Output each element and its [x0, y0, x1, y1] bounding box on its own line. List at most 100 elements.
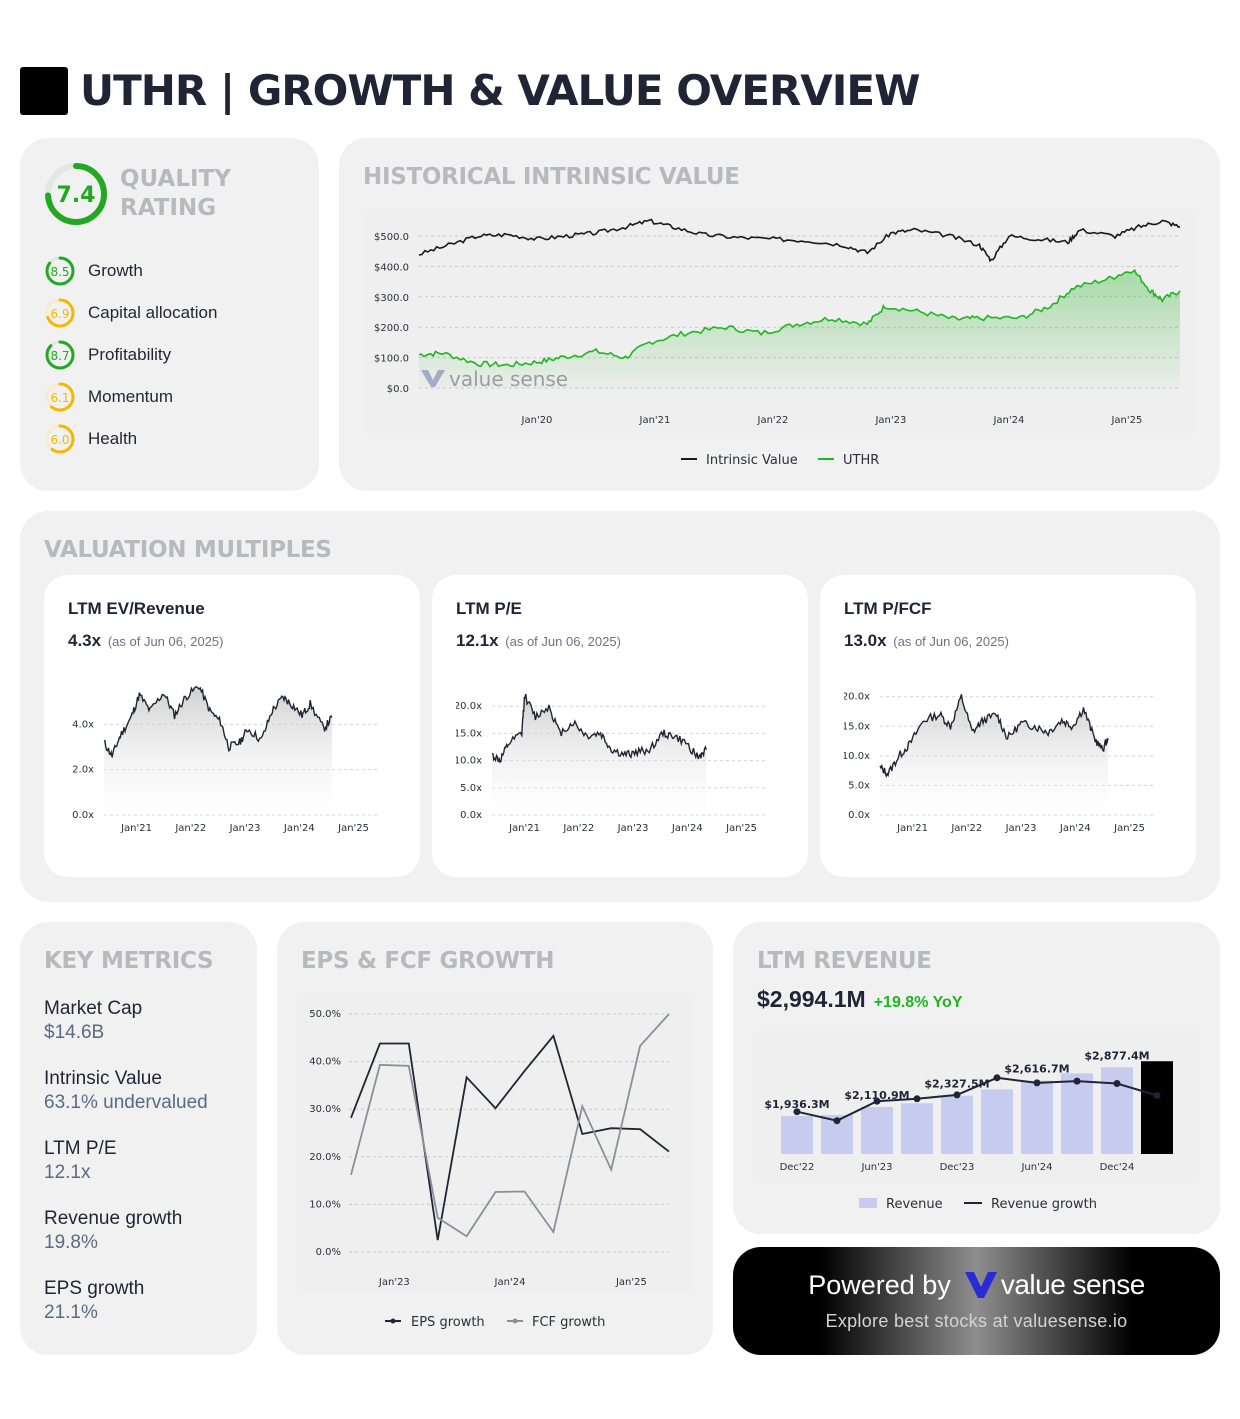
y-tick-label: 50.0%	[309, 1009, 341, 1020]
pe-value: 12.1x	[456, 631, 499, 650]
legend: Intrinsic Value UTHR	[681, 453, 879, 468]
key-metric-item: LTM P/E 12.1x	[44, 1138, 208, 1208]
x-tick-label: Dec'24	[1100, 1162, 1135, 1173]
revenue-growth-point	[953, 1091, 961, 1099]
pe-asof: (as of Jun 06, 2025)	[505, 634, 621, 649]
x-tick-label: Jan'21	[639, 415, 671, 426]
x-tick-label: Jan'23	[874, 415, 906, 426]
y-tick-label: 2.0x	[72, 765, 94, 776]
quality-item: 6.0 Health	[44, 418, 217, 460]
quality-item: 6.1 Momentum	[44, 376, 217, 418]
legend-label: Intrinsic Value	[706, 453, 798, 468]
x-tick-label: Jan'25	[337, 823, 369, 834]
x-tick-label: Jan'25	[1113, 823, 1145, 834]
revenue-yoy: +19.8% YoY	[873, 994, 963, 1011]
legend-label: Revenue	[886, 1197, 943, 1212]
revenue-bar	[981, 1089, 1013, 1154]
intrinsic-value-chart: $0.0 $100.0 $200.0 $300.0 $400.0 $500.0 Jan'20…	[363, 208, 1196, 468]
valuation-title: VALUATION MULTIPLES	[44, 537, 332, 563]
quality-item-label: Health	[88, 429, 138, 448]
ltm-revenue-card: LTM REVENUE $2,994.1M +19.8% YoY $1,936.…	[733, 922, 1220, 1234]
revenue-growth-line	[796, 1076, 1158, 1122]
quality-item-score: 6.1	[50, 391, 69, 405]
revenue-value: $2,994.1M	[757, 986, 866, 1012]
value-sense-logo: value sense	[964, 1269, 1145, 1301]
pe-value-line: 12.1x (as of Jun 06, 2025)	[456, 631, 621, 651]
multiple-area	[492, 694, 707, 815]
x-tick-label: Jan'24	[494, 1277, 526, 1288]
x-tick-label: Jan'22	[757, 415, 789, 426]
quality-item-ring: 8.7	[45, 340, 75, 370]
revenue-growth-point	[1033, 1079, 1041, 1087]
quality-item-ring: 6.1	[45, 382, 75, 412]
revenue-growth-point	[913, 1095, 921, 1103]
y-tick-label: 0.0x	[848, 810, 870, 821]
y-tick-label: 10.0x	[456, 756, 482, 767]
value-sense-brand: value sense	[1000, 1269, 1145, 1300]
page-header: UTHR | GROWTH & VALUE OVERVIEW	[20, 66, 920, 115]
x-tick-label: Jan'23	[229, 823, 261, 834]
pe-chart: 0.0x 5.0x 10.0x 15.0x 20.0x Jan'21 Jan'22 Jan'2…	[456, 669, 784, 857]
x-tick-label: Jan'25	[615, 1277, 647, 1288]
key-metric-item: Revenue growth 19.8%	[44, 1208, 208, 1278]
legend-marker	[390, 1318, 396, 1324]
quality-item-ring: 8.5	[45, 256, 75, 286]
multiple-line	[491, 693, 707, 764]
intrinsic-value-line	[418, 218, 1180, 263]
powered-by-banner[interactable]: Powered by value sense Explore best stoc…	[733, 1247, 1220, 1355]
quality-item: 8.7 Profitability	[44, 334, 217, 376]
quality-item-score: 6.9	[50, 307, 69, 321]
legend-label: Revenue growth	[991, 1197, 1097, 1212]
revenue-growth-point	[993, 1074, 1001, 1082]
fcf-growth-line	[350, 1013, 670, 1238]
revenue-bar	[1061, 1073, 1093, 1154]
x-tick-label: Jan'21	[120, 823, 152, 834]
x-tick-label: Jan'24	[992, 415, 1024, 426]
x-tick-label: Jan'25	[725, 823, 757, 834]
y-tick-label: 20.0x	[456, 701, 482, 712]
multiple-area	[880, 694, 1108, 815]
quality-list: 8.5 Growth 6.9 Capital allocation 8.7 Profita…	[44, 250, 217, 460]
legend: Revenue Revenue growth	[859, 1197, 1097, 1212]
y-tick-label: 15.0x	[844, 721, 870, 732]
x-tick-label: Jan'25	[1110, 415, 1142, 426]
quality-item-score: 8.5	[50, 265, 69, 279]
ev-revenue-value-line: 4.3x (as of Jun 06, 2025)	[68, 631, 223, 651]
x-tick-label: Jan'20	[521, 415, 553, 426]
x-tick-label: Jun'23	[860, 1162, 892, 1173]
legend: EPS growth FCF growth	[385, 1315, 605, 1330]
x-tick-label: Jan'22	[174, 823, 206, 834]
intrinsic-value-title: HISTORICAL INTRINSIC VALUE	[363, 164, 740, 190]
value-sense-logo-icon	[964, 1272, 997, 1298]
revenue-bar	[941, 1095, 973, 1154]
key-metrics-list: Market Cap $14.6B Intrinsic Value 63.1% und…	[44, 998, 208, 1348]
revenue-growth-point	[873, 1097, 881, 1105]
x-tick-label: Jan'21	[508, 823, 540, 834]
revenue-growth-point	[1153, 1092, 1161, 1099]
y-tick-label: $200.0	[374, 323, 409, 334]
y-tick-label: 5.0x	[460, 783, 482, 794]
key-metrics-card: KEY METRICS Market Cap $14.6B Intrinsic Va…	[20, 922, 257, 1355]
ev-revenue-card: LTM EV/Revenue 4.3x (as of Jun 06, 2025)…	[44, 575, 420, 877]
y-tick-label: 15.0x	[456, 728, 482, 739]
quality-item-score: 6.0	[50, 433, 69, 447]
revenue-growth-point	[793, 1108, 801, 1116]
pe-card: LTM P/E 12.1x (as of Jun 06, 2025) 0.0x 5…	[432, 575, 808, 877]
quality-score-ring: 7.4	[45, 163, 107, 225]
powered-subtext: Explore best stocks at valuesense.io	[825, 1311, 1128, 1331]
legend-label: FCF growth	[532, 1315, 605, 1330]
intrinsic-value-card: HISTORICAL INTRINSIC VALUE $0.0 $100.0 $20…	[339, 138, 1220, 491]
pe-title: LTM P/E	[456, 599, 522, 618]
ev-revenue-asof: (as of Jun 06, 2025)	[107, 634, 224, 649]
x-tick-label: Jan'21	[896, 823, 928, 834]
y-tick-label: 10.0%	[309, 1199, 341, 1210]
pfcf-chart: 0.0x 5.0x 10.0x 15.0x 20.0x Jan'21 Jan'22 Jan'2…	[844, 669, 1172, 857]
revenue-bar	[901, 1103, 933, 1154]
pfcf-title: LTM P/FCF	[844, 599, 932, 618]
key-metric-value: 19.8%	[44, 1232, 98, 1253]
quality-item-label: Profitability	[88, 345, 172, 364]
key-metric-item: Intrinsic Value 63.1% undervalued	[44, 1068, 208, 1138]
y-tick-label: 40.0%	[309, 1057, 341, 1068]
key-metric-value: 63.1% undervalued	[44, 1092, 208, 1113]
y-tick-label: 10.0x	[844, 751, 870, 762]
